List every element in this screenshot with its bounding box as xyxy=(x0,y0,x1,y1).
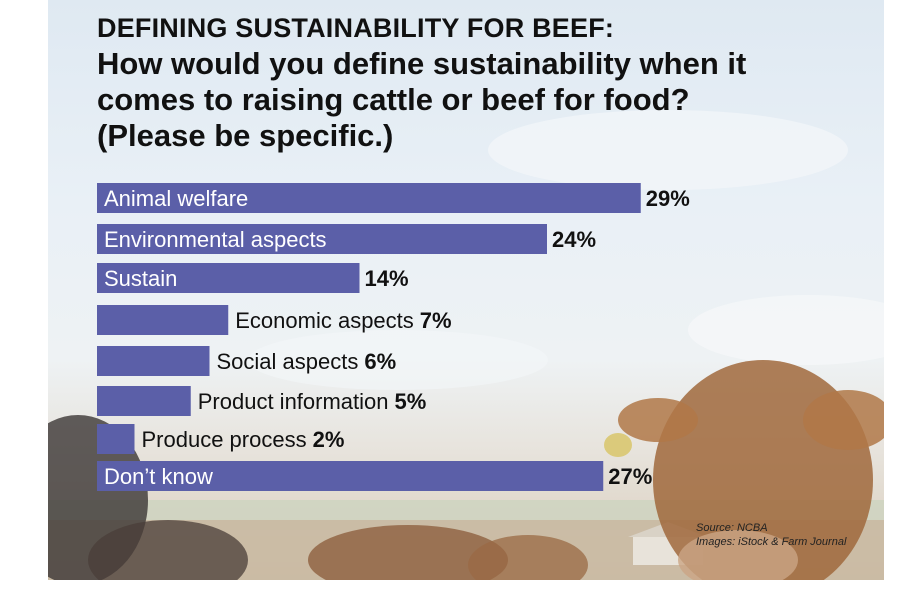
bar-value-label: 14% xyxy=(365,266,409,291)
bar-3 xyxy=(97,305,229,335)
bar-4 xyxy=(97,346,210,376)
bar-category-label: Sustain xyxy=(104,266,177,291)
bar-5 xyxy=(97,386,191,416)
background-photo-panel xyxy=(48,0,884,580)
bar-value-label: 2% xyxy=(313,427,345,452)
bar-category-label: Don’t know xyxy=(104,464,213,489)
source-line: Source: NCBA xyxy=(696,522,768,534)
bar-0 xyxy=(97,183,641,213)
bar-value-label: 5% xyxy=(395,389,427,414)
bar-2 xyxy=(97,263,360,293)
bar-value-label: 29% xyxy=(646,186,690,211)
bar-7 xyxy=(97,461,604,491)
bar-category-label: Product information xyxy=(198,389,389,414)
bar-category-label: Economic aspects xyxy=(235,308,414,333)
bar-category-label: Animal welfare xyxy=(104,186,248,211)
bar-category-label: Environmental aspects xyxy=(104,227,327,252)
bar-1 xyxy=(97,224,547,254)
chart-kicker: DEFINING SUSTAINABILITY FOR BEEF: xyxy=(97,13,615,43)
chart-header: DEFINING SUSTAINABILITY FOR BEEF: How wo… xyxy=(97,12,797,154)
bar-6 xyxy=(97,424,135,454)
bar-category-label: Social aspects xyxy=(217,349,359,374)
bar-value-label: 24% xyxy=(552,227,596,252)
bar-category-label: Produce process xyxy=(142,427,307,452)
bar-value-label: 7% xyxy=(420,308,452,333)
bar-value-label: 27% xyxy=(608,464,652,489)
cattle-field-illustration xyxy=(48,110,884,580)
chart-question: How would you define sustainability when… xyxy=(97,46,747,153)
bar-value-label: 6% xyxy=(364,349,396,374)
images-credit-line: Images: iStock & Farm Journal xyxy=(696,536,847,548)
source-credit: Source: NCBA Images: iStock & Farm Journ… xyxy=(696,521,846,549)
